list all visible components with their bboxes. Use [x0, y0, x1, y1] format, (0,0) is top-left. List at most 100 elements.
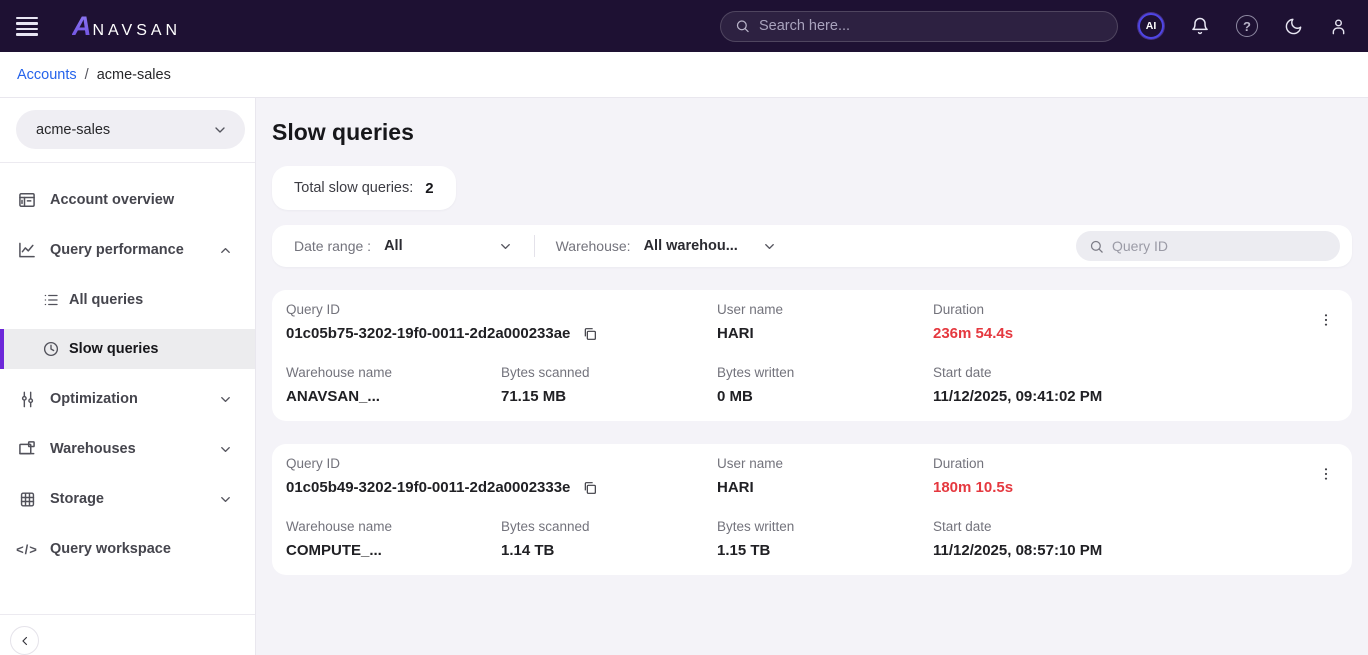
ai-assistant-button[interactable]: AI: [1138, 13, 1164, 39]
sidebar-item-label: Slow queries: [69, 341, 159, 357]
account-selector[interactable]: acme-sales: [16, 110, 245, 149]
chevron-down-icon[interactable]: [218, 492, 233, 507]
bytes-scanned-field: Bytes scanned 1.14 TB: [501, 519, 717, 559]
field-label: Start date: [933, 519, 992, 534]
date-range-value[interactable]: All: [384, 238, 403, 254]
copy-icon[interactable]: [582, 326, 598, 342]
kebab-menu-icon[interactable]: [1316, 310, 1336, 330]
app-logo[interactable]: A NAVSAN: [72, 11, 181, 42]
field-label: Query ID: [286, 456, 341, 471]
hamburger-menu-icon[interactable]: [16, 16, 38, 36]
chevron-left-icon: [21, 636, 27, 645]
topbar: A NAVSAN AI ?: [0, 0, 1368, 52]
sidebar-item-slow-queries[interactable]: Slow queries: [0, 329, 255, 369]
chevron-down-icon: [500, 243, 510, 249]
total-badge-value: 2: [425, 179, 434, 197]
date-range-dropdown[interactable]: [498, 239, 513, 254]
bytes-written-value: 0 MB: [717, 388, 753, 405]
total-badge-label: Total slow queries:: [294, 180, 414, 196]
query-id-field: Query ID 01c05b49-3202-19f0-0011-2d2a000…: [286, 456, 717, 496]
page-title: Slow queries: [272, 119, 414, 145]
bytes-written-value: 1.15 TB: [717, 542, 771, 559]
sliders-icon: [16, 390, 38, 409]
sidebar-item-label: Query workspace: [50, 541, 171, 557]
field-label: Duration: [933, 456, 985, 471]
warehouse-filter-value[interactable]: All warehou...: [643, 238, 738, 254]
warehouse-dropdown[interactable]: [762, 239, 777, 254]
dashboard-icon: [16, 190, 38, 210]
field-label: Bytes scanned: [501, 519, 590, 534]
sidebar-footer: [0, 614, 255, 655]
duration-value: 180m 10.5s: [933, 479, 1014, 496]
warehouse-name-field: Warehouse name ANAVSAN_...: [286, 365, 501, 405]
logo-letter-a: A: [72, 10, 92, 41]
warehouse-icon: [16, 439, 38, 459]
main-content: Slow queries Total slow queries: 2 Date …: [256, 98, 1368, 655]
user-name-field: User name HARI: [717, 456, 933, 496]
sidebar-item-query-performance[interactable]: Query performance: [0, 225, 255, 275]
query-id-value: 01c05b49-3202-19f0-0011-2d2a0002333e: [286, 479, 571, 496]
start-date-field: Start date 11/12/2025, 08:57:10 PM: [933, 519, 1312, 559]
field-label: Bytes scanned: [501, 365, 590, 380]
sidebar-item-optimization[interactable]: Optimization: [0, 374, 255, 424]
field-label: Start date: [933, 365, 992, 380]
database-icon: [16, 490, 38, 509]
kebab-menu-icon[interactable]: [1316, 464, 1336, 484]
query-id-search[interactable]: [1076, 231, 1340, 261]
filter-divider: [533, 235, 535, 257]
copy-icon[interactable]: [582, 480, 598, 496]
sidebar-item-label: Storage: [50, 491, 104, 507]
sidebar-item-account-overview[interactable]: Account overview: [0, 175, 255, 225]
sidebar-item-label: Account overview: [50, 192, 175, 208]
chevron-down-icon[interactable]: [218, 442, 233, 457]
warehouse-name-field: Warehouse name COMPUTE_...: [286, 519, 501, 559]
sidebar-item-label: All queries: [69, 291, 144, 308]
breadcrumb: Accounts / acme-sales: [0, 52, 1368, 98]
chevron-up-icon[interactable]: [218, 243, 233, 258]
start-date-value: 11/12/2025, 08:57:10 PM: [933, 542, 1103, 559]
field-label: User name: [717, 456, 784, 471]
chevron-down-icon[interactable]: [218, 392, 233, 407]
field-label: Warehouse name: [286, 519, 393, 534]
dark-mode-moon-icon[interactable]: [1284, 17, 1303, 36]
topbar-icon-group: AI ?: [1138, 13, 1348, 39]
user-name-value: HARI: [717, 479, 754, 496]
breadcrumb-current: acme-sales: [96, 66, 171, 83]
sidebar-item-query-workspace[interactable]: </> Query workspace: [0, 524, 255, 574]
query-id-field: Query ID 01c05b75-3202-19f0-0011-2d2a000…: [286, 302, 717, 342]
chevron-down-icon: [215, 126, 225, 133]
sidebar-nav: Account overview Query performance All q…: [0, 163, 255, 574]
query-id-value: 01c05b75-3202-19f0-0011-2d2a000233ae: [286, 325, 571, 342]
breadcrumb-accounts-link[interactable]: Accounts: [17, 66, 77, 83]
code-icon: </>: [16, 541, 38, 557]
warehouse-name-value: ANAVSAN_...: [286, 388, 380, 405]
field-label: Bytes written: [717, 365, 795, 380]
field-label: Bytes written: [717, 519, 795, 534]
sidebar-item-warehouses[interactable]: Warehouses: [0, 424, 255, 474]
sidebar-item-storage[interactable]: Storage: [0, 474, 255, 524]
help-icon[interactable]: ?: [1236, 15, 1258, 37]
warehouse-name-value: COMPUTE_...: [286, 542, 382, 559]
profile-icon[interactable]: [1329, 17, 1348, 36]
line-chart-icon: [16, 240, 38, 260]
account-selector-value: acme-sales: [36, 121, 111, 138]
help-glyph: ?: [1243, 18, 1251, 34]
sidebar-item-label: Optimization: [50, 391, 138, 407]
sidebar: acme-sales Account overview Query perfor…: [0, 98, 256, 655]
list-icon: [41, 291, 60, 309]
ai-badge-label: AI: [1145, 20, 1157, 32]
bytes-scanned-field: Bytes scanned 71.15 MB: [501, 365, 717, 405]
sidebar-divider: [0, 162, 255, 163]
global-search[interactable]: [720, 10, 1118, 42]
duration-field: Duration 236m 54.4s: [933, 302, 1312, 342]
start-date-value: 11/12/2025, 09:41:02 PM: [933, 388, 1103, 405]
sidebar-item-all-queries[interactable]: All queries: [0, 275, 255, 324]
query-id-search-input[interactable]: [1112, 238, 1327, 254]
global-search-input[interactable]: [758, 18, 1103, 34]
filter-bar: Date range : All Warehouse: All warehou.…: [272, 225, 1352, 267]
total-slow-queries-badge: Total slow queries: 2: [272, 166, 456, 210]
sidebar-collapse-button[interactable]: [10, 626, 39, 655]
duration-value: 236m 54.4s: [933, 325, 1014, 342]
notifications-bell-icon[interactable]: [1190, 16, 1210, 36]
query-card: Query ID 01c05b75-3202-19f0-0011-2d2a000…: [272, 290, 1352, 421]
